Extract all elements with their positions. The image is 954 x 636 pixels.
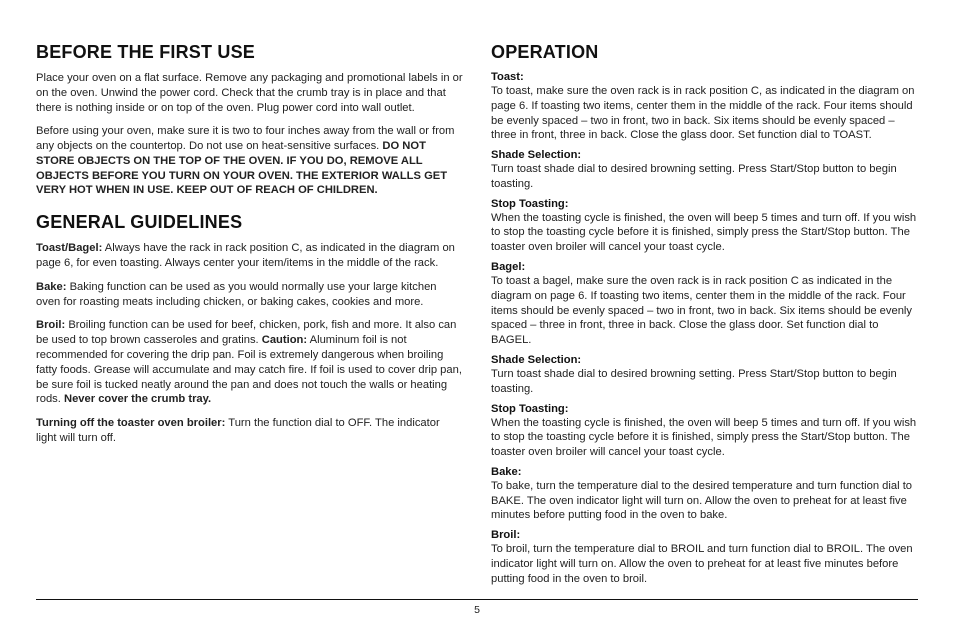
paragraph: To broil, turn the temperature dial to B… xyxy=(491,542,918,586)
page-number: 5 xyxy=(474,604,480,616)
subheading-broil: Broil: xyxy=(491,529,918,541)
subheading-bake: Bake: xyxy=(491,466,918,478)
manual-page: Before the First Use Place your oven on … xyxy=(0,0,954,593)
paragraph: Broil: Broiling function can be used for… xyxy=(36,318,463,407)
heading-general-guidelines: General Guidelines xyxy=(36,212,463,233)
label-toast-bagel: Toast/Bagel: xyxy=(36,242,102,254)
label-never-cover: Never cover the crumb tray. xyxy=(64,393,211,405)
right-column: Operation Toast: To toast, make sure the… xyxy=(491,42,918,593)
paragraph: Place your oven on a flat surface. Remov… xyxy=(36,71,463,115)
paragraph: Turn toast shade dial to desired brownin… xyxy=(491,162,918,192)
label-turning-off: Turning off the toaster oven broiler: xyxy=(36,417,225,429)
text: Baking function can be used as you would… xyxy=(36,281,437,308)
label-caution: Caution: xyxy=(262,334,307,346)
subheading-stop-toasting: Stop Toasting: xyxy=(491,198,918,210)
subheading-shade-selection: Shade Selection: xyxy=(491,149,918,161)
heading-operation: Operation xyxy=(491,42,918,63)
paragraph: Turning off the toaster oven broiler: Tu… xyxy=(36,416,463,446)
paragraph: Before using your oven, make sure it is … xyxy=(36,124,463,198)
paragraph: Turn toast shade dial to desired brownin… xyxy=(491,367,918,397)
text: Bagel xyxy=(491,261,521,273)
paragraph: To toast, make sure the oven rack is in … xyxy=(491,84,918,143)
paragraph: To toast a bagel, make sure the oven rac… xyxy=(491,274,918,348)
text: Bake xyxy=(491,466,518,478)
paragraph: When the toasting cycle is finished, the… xyxy=(491,211,918,255)
subheading-shade-selection: Shade Selection: xyxy=(491,354,918,366)
subheading-bagel: Bagel: xyxy=(491,261,918,273)
subheading-stop-toasting: Stop Toasting: xyxy=(491,403,918,415)
page-footer: 5 xyxy=(36,599,918,616)
paragraph: Bake: Baking function can be used as you… xyxy=(36,280,463,310)
subheading-toast: Toast: xyxy=(491,71,918,83)
left-column: Before the First Use Place your oven on … xyxy=(36,42,463,593)
paragraph: Toast/Bagel: Always have the rack in rac… xyxy=(36,241,463,271)
heading-before-first-use: Before the First Use xyxy=(36,42,463,63)
label-broil: Broil: xyxy=(36,319,65,331)
paragraph: To bake, turn the temperature dial to th… xyxy=(491,479,918,523)
paragraph: When the toasting cycle is finished, the… xyxy=(491,416,918,460)
label-bake: Bake: xyxy=(36,281,66,293)
